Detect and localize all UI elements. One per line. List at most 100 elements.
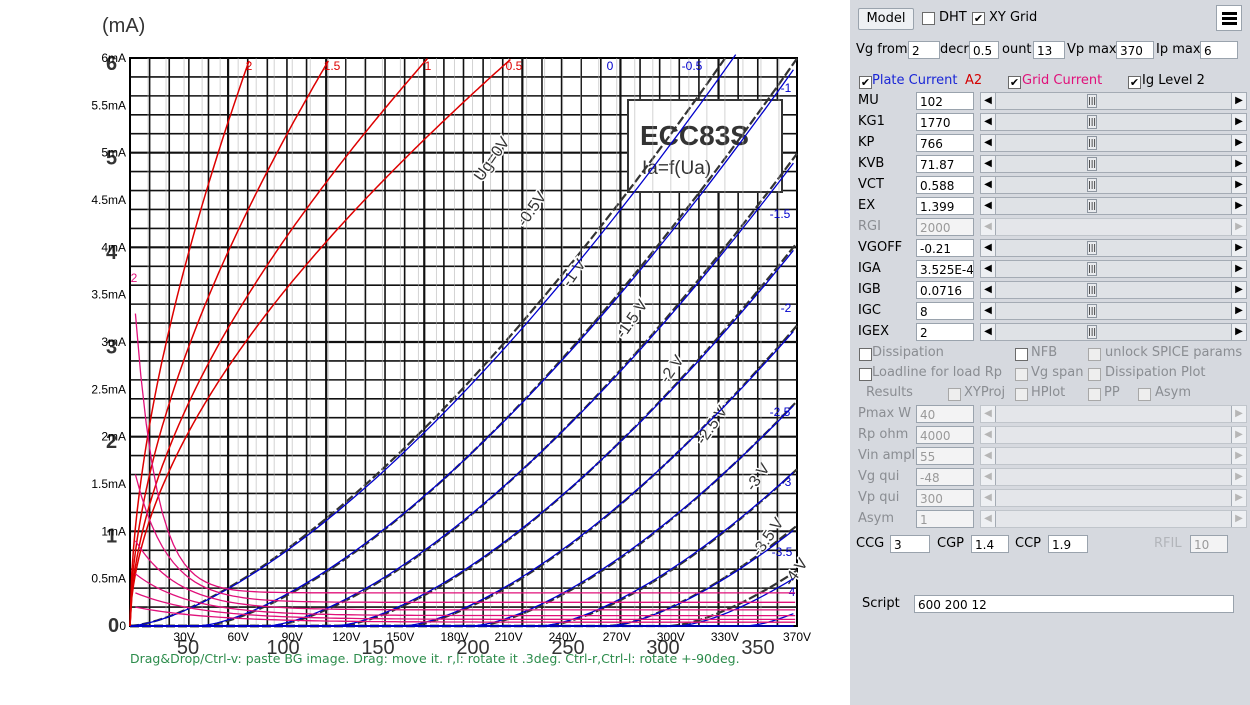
load-slider-rp-ohm[interactable]: ◀ ▶ xyxy=(980,426,1247,444)
plate-current-checkbox[interactable]: ✔ xyxy=(859,76,872,89)
scroll-right-arrow-icon[interactable]: ▶ xyxy=(1231,303,1246,319)
vg-span-checkbox[interactable] xyxy=(1015,368,1028,381)
count-input[interactable]: 13 xyxy=(1033,41,1065,59)
unlock-spice-checkbox[interactable] xyxy=(1088,348,1101,361)
scroll-right-arrow-icon[interactable]: ▶ xyxy=(1231,490,1246,506)
scroll-left-arrow-icon[interactable]: ◀ xyxy=(981,324,996,340)
dissipation-plot-checkbox[interactable] xyxy=(1088,368,1101,381)
scroll-left-arrow-icon[interactable]: ◀ xyxy=(981,114,996,130)
slider-thumb[interactable]: ||| xyxy=(1087,283,1097,297)
ipmax-input[interactable]: 6 xyxy=(1200,41,1238,59)
xygrid-checkbox[interactable]: ✔ xyxy=(972,12,985,25)
load-slider-vp-qui[interactable]: ◀ ▶ xyxy=(980,489,1247,507)
param-input-vgoff[interactable]: -0.21 xyxy=(916,239,974,257)
scroll-right-arrow-icon[interactable]: ▶ xyxy=(1231,219,1246,235)
param-slider-kp[interactable]: ◀ ||| ▶ xyxy=(980,134,1247,152)
scroll-left-arrow-icon[interactable]: ◀ xyxy=(981,406,996,422)
load-input-vg-qui[interactable]: -48 xyxy=(916,468,974,486)
scroll-right-arrow-icon[interactable]: ▶ xyxy=(1231,198,1246,214)
param-slider-iga[interactable]: ◀ ||| ▶ xyxy=(980,260,1247,278)
scroll-left-arrow-icon[interactable]: ◀ xyxy=(981,135,996,151)
loadline-checkbox[interactable] xyxy=(859,368,872,381)
scroll-left-arrow-icon[interactable]: ◀ xyxy=(981,282,996,298)
plot-area[interactable]: ECC83S Ia=f(Ua) (mA) 6 5 4 3 2 1 0 50 100 150 200 250 3… xyxy=(0,0,850,705)
param-input-ex[interactable]: 1.399 xyxy=(916,197,974,215)
scroll-left-arrow-icon[interactable]: ◀ xyxy=(981,198,996,214)
load-input-rp-ohm[interactable]: 4000 xyxy=(916,426,974,444)
param-slider-kvb[interactable]: ◀ ||| ▶ xyxy=(980,155,1247,173)
param-slider-igc[interactable]: ◀ ||| ▶ xyxy=(980,302,1247,320)
xyproj-checkbox[interactable] xyxy=(948,388,961,401)
asym-checkbox[interactable] xyxy=(1138,388,1151,401)
ig-level-checkbox[interactable]: ✔ xyxy=(1128,76,1141,89)
nfb-checkbox[interactable] xyxy=(1015,348,1028,361)
grid-current-checkbox[interactable]: ✔ xyxy=(1008,76,1021,89)
load-slider-vg-qui[interactable]: ◀ ▶ xyxy=(980,468,1247,486)
load-slider-asym[interactable]: ◀ ▶ xyxy=(980,510,1247,528)
hamburger-menu-icon[interactable] xyxy=(1216,5,1242,31)
dissipation-checkbox[interactable] xyxy=(859,348,872,361)
scroll-left-arrow-icon[interactable]: ◀ xyxy=(981,469,996,485)
param-input-mu[interactable]: 102 xyxy=(916,92,974,110)
slider-thumb[interactable]: ||| xyxy=(1087,178,1097,192)
param-slider-vct[interactable]: ◀ ||| ▶ xyxy=(980,176,1247,194)
scroll-left-arrow-icon[interactable]: ◀ xyxy=(981,427,996,443)
scroll-left-arrow-icon[interactable]: ◀ xyxy=(981,303,996,319)
scroll-right-arrow-icon[interactable]: ▶ xyxy=(1231,406,1246,422)
slider-thumb[interactable]: ||| xyxy=(1087,241,1097,255)
scroll-right-arrow-icon[interactable]: ▶ xyxy=(1231,448,1246,464)
param-input-rgi[interactable]: 2000 xyxy=(916,218,974,236)
scroll-left-arrow-icon[interactable]: ◀ xyxy=(981,511,996,527)
scroll-left-arrow-icon[interactable]: ◀ xyxy=(981,240,996,256)
slider-thumb[interactable]: ||| xyxy=(1087,94,1097,108)
slider-thumb[interactable]: ||| xyxy=(1087,157,1097,171)
param-input-igex[interactable]: 2 xyxy=(916,323,974,341)
load-input-pmax-w[interactable]: 40 xyxy=(916,405,974,423)
param-slider-igb[interactable]: ◀ ||| ▶ xyxy=(980,281,1247,299)
scroll-left-arrow-icon[interactable]: ◀ xyxy=(981,490,996,506)
pp-checkbox[interactable] xyxy=(1088,388,1101,401)
slider-thumb[interactable]: ||| xyxy=(1087,304,1097,318)
param-slider-mu[interactable]: ◀ ||| ▶ xyxy=(980,92,1247,110)
scroll-right-arrow-icon[interactable]: ▶ xyxy=(1231,427,1246,443)
scroll-right-arrow-icon[interactable]: ▶ xyxy=(1231,156,1246,172)
scroll-right-arrow-icon[interactable]: ▶ xyxy=(1231,282,1246,298)
param-input-igc[interactable]: 8 xyxy=(916,302,974,320)
param-slider-igex[interactable]: ◀ ||| ▶ xyxy=(980,323,1247,341)
scroll-right-arrow-icon[interactable]: ▶ xyxy=(1231,114,1246,130)
param-slider-vgoff[interactable]: ◀ ||| ▶ xyxy=(980,239,1247,257)
param-input-igb[interactable]: 0.0716 xyxy=(916,281,974,299)
cgp-input[interactable]: 1.4 xyxy=(971,535,1009,553)
script-input[interactable]: 600 200 12 xyxy=(914,595,1234,613)
param-slider-rgi[interactable]: ◀ ▶ xyxy=(980,218,1247,236)
scroll-left-arrow-icon[interactable]: ◀ xyxy=(981,93,996,109)
load-slider-pmax-w[interactable]: ◀ ▶ xyxy=(980,405,1247,423)
scroll-left-arrow-icon[interactable]: ◀ xyxy=(981,156,996,172)
scroll-left-arrow-icon[interactable]: ◀ xyxy=(981,177,996,193)
load-input-vin-ampl[interactable]: 55 xyxy=(916,447,974,465)
scroll-right-arrow-icon[interactable]: ▶ xyxy=(1231,93,1246,109)
ccg-input[interactable]: 3 xyxy=(890,535,930,553)
scroll-right-arrow-icon[interactable]: ▶ xyxy=(1231,469,1246,485)
slider-thumb[interactable]: ||| xyxy=(1087,262,1097,276)
param-slider-kg1[interactable]: ◀ ||| ▶ xyxy=(980,113,1247,131)
vg-from-input[interactable]: 2 xyxy=(908,41,940,59)
rfil-input[interactable]: 10 xyxy=(1190,535,1228,553)
slider-thumb[interactable]: ||| xyxy=(1087,199,1097,213)
hplot-checkbox[interactable] xyxy=(1015,388,1028,401)
param-input-kvb[interactable]: 71.87 xyxy=(916,155,974,173)
param-input-vct[interactable]: 0.588 xyxy=(916,176,974,194)
load-input-vp-qui[interactable]: 300 xyxy=(916,489,974,507)
param-slider-ex[interactable]: ◀ ||| ▶ xyxy=(980,197,1247,215)
dht-checkbox[interactable] xyxy=(922,12,935,25)
param-input-kg1[interactable]: 1770 xyxy=(916,113,974,131)
slider-thumb[interactable]: ||| xyxy=(1087,115,1097,129)
vpmax-input[interactable]: 370 xyxy=(1116,41,1154,59)
model-button[interactable]: Model xyxy=(858,8,914,30)
scroll-right-arrow-icon[interactable]: ▶ xyxy=(1231,135,1246,151)
scroll-right-arrow-icon[interactable]: ▶ xyxy=(1231,177,1246,193)
scroll-left-arrow-icon[interactable]: ◀ xyxy=(981,219,996,235)
slider-thumb[interactable]: ||| xyxy=(1087,136,1097,150)
